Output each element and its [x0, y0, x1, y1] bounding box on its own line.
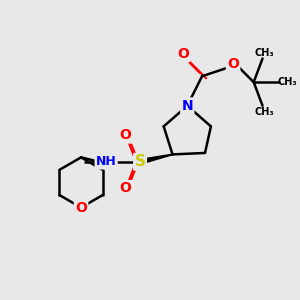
- Text: CH₃: CH₃: [254, 48, 274, 58]
- Text: S: S: [135, 154, 146, 169]
- Text: O: O: [119, 182, 131, 195]
- Text: O: O: [177, 47, 189, 61]
- Text: O: O: [227, 57, 239, 71]
- Text: CH₃: CH₃: [278, 77, 297, 87]
- Text: O: O: [119, 128, 131, 142]
- Text: N: N: [182, 99, 193, 113]
- Text: CH₃: CH₃: [254, 106, 274, 117]
- Text: O: O: [75, 200, 87, 214]
- Polygon shape: [140, 154, 172, 164]
- Text: NH: NH: [96, 155, 116, 168]
